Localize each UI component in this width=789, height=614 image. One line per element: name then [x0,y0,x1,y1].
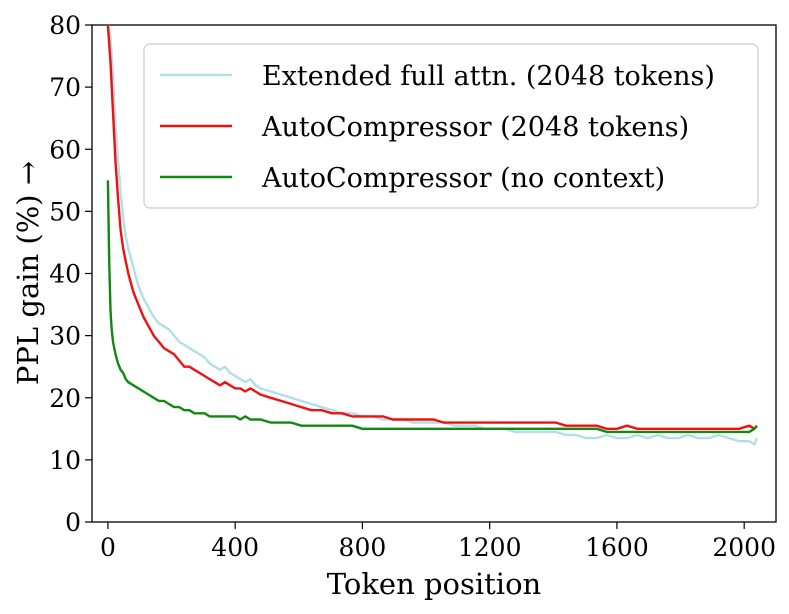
y-tick-label: 70 [49,73,81,102]
y-tick-label: 0 [65,508,81,537]
y-tick-label: 20 [49,384,81,413]
series-line-3 [106,180,758,434]
y-tick-label: 60 [49,135,81,164]
x-tick-label: 1200 [458,533,522,562]
legend-box [143,43,759,209]
x-axis-label: Token position [327,567,541,601]
legend-label-2: AutoCompressor (2048 tokens) [261,112,689,143]
y-axis-label: PPL gain (%) → [11,161,45,385]
y-tick-label: 10 [49,446,81,475]
x-tick-label: 0 [100,533,116,562]
legend-label-1: Extended full attn. (2048 tokens) [262,61,715,92]
legend-label-3: AutoCompressor (no context) [261,163,665,194]
tick-layer: 0 400 800 1200 1600 2000 0 10 20 30 40 50 60 70 80 [49,11,776,562]
x-tick-label: 2000 [712,533,776,562]
x-tick-label: 400 [211,533,259,562]
x-tick-label: 800 [339,533,387,562]
x-tick-label: 1600 [585,533,649,562]
y-tick-label: 30 [49,322,81,351]
y-tick-label: 50 [49,197,81,226]
series-layer [106,24,759,446]
series-line-2 [106,24,758,430]
y-tick-label: 80 [49,11,81,40]
y-tick-label: 40 [49,260,81,289]
legend: Extended full attn. (2048 tokens) AutoCom… [143,43,759,209]
